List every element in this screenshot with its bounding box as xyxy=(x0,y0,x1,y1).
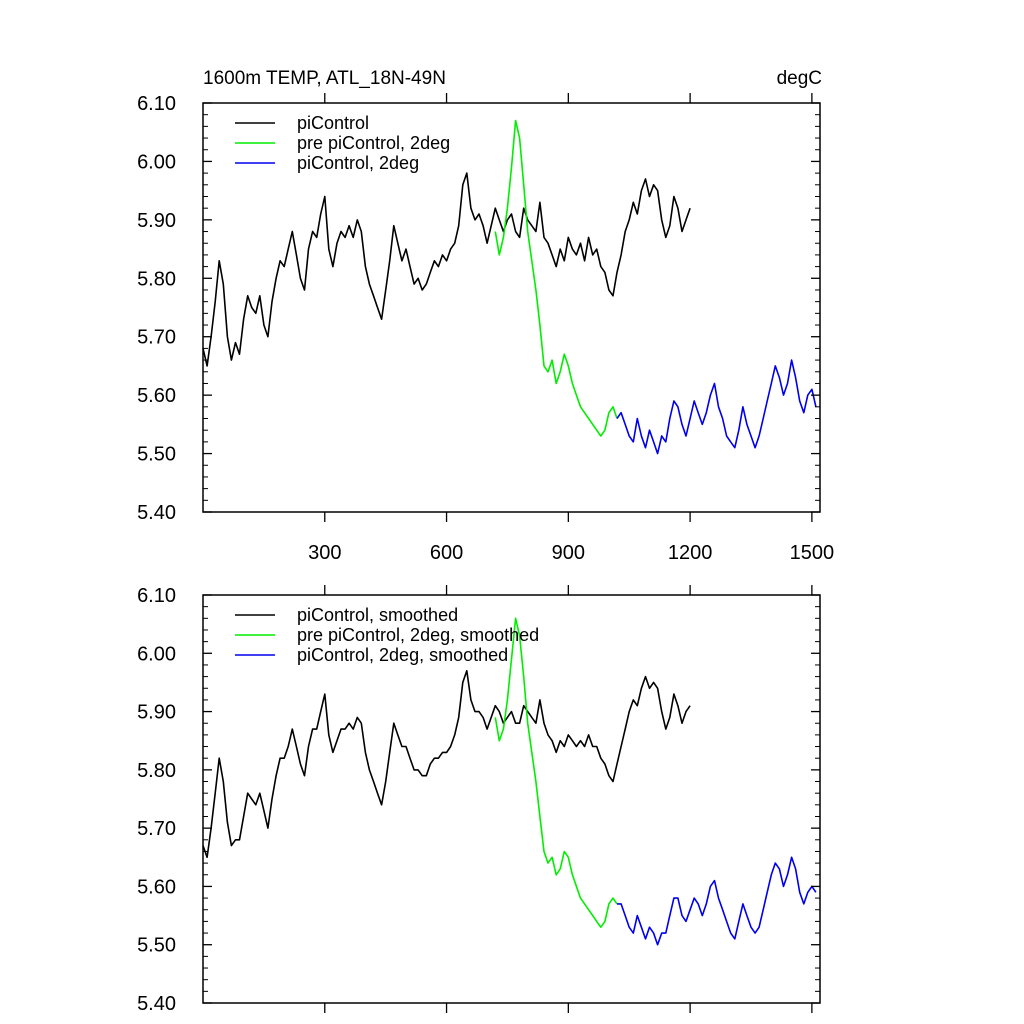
top-ytick-label: 5.60 xyxy=(137,385,176,407)
top-ytick-label: 5.80 xyxy=(137,268,176,290)
bottom-ytick-label: 5.70 xyxy=(137,818,176,840)
bottom-ytick-label: 6.10 xyxy=(137,585,176,607)
top-series-group xyxy=(202,119,817,455)
bottom-legend-label-2: piControl, 2deg, smoothed xyxy=(297,645,508,665)
top-xtick-label: 1200 xyxy=(668,542,713,564)
bottom-legend-label-1: pre piControl, 2deg, smoothed xyxy=(297,625,539,645)
bottom-series-line-0 xyxy=(202,669,691,859)
bottom-ytick-label: 5.40 xyxy=(137,993,176,1015)
top-xtick-label: 600 xyxy=(430,542,463,564)
bottom-plot-frame xyxy=(202,594,821,1004)
top-ytick-label: 5.90 xyxy=(137,210,176,232)
top-legend-label-1: pre piControl, 2deg xyxy=(297,133,450,153)
bottom-legend-label-0: piControl, smoothed xyxy=(297,605,458,625)
bottom-ytick-label: 5.80 xyxy=(137,760,176,782)
top-series-line-0 xyxy=(202,172,691,367)
top-panel: 5.40 5.50 5.60 5.70 5.80 5.90 6.00 6.10 300 600 90… xyxy=(137,93,834,564)
bottom-series-line-2 xyxy=(617,856,817,946)
top-xtick-label: 300 xyxy=(308,542,341,564)
top-ytick-label: 5.70 xyxy=(137,327,176,349)
bottom-ytick-label: 5.60 xyxy=(137,876,176,898)
top-axes-ticks: 5.40 5.50 5.60 5.70 5.80 5.90 6.00 6.10 300 600 90… xyxy=(137,93,834,564)
bottom-ytick-label: 6.00 xyxy=(137,643,176,665)
top-plot-frame xyxy=(202,102,821,513)
bottom-ytick-label: 5.50 xyxy=(137,935,176,957)
top-series-line-1 xyxy=(494,119,618,437)
top-xtick-label: 1500 xyxy=(790,542,835,564)
bottom-panel: 5.40 5.50 5.60 5.70 5.80 5.90 6.00 6.10 piContr… xyxy=(137,585,821,1015)
bottom-ytick-label: 5.90 xyxy=(137,702,176,724)
bottom-series-group xyxy=(202,617,817,946)
top-ytick-label: 5.40 xyxy=(137,502,176,524)
top-legend-label-2: piControl, 2deg xyxy=(297,153,419,173)
top-legend-label-0: piControl xyxy=(297,113,369,133)
top-series-line-2 xyxy=(616,359,817,455)
bottom-axes-ticks: 5.40 5.50 5.60 5.70 5.80 5.90 6.00 6.10 xyxy=(137,585,820,1015)
top-xtick-label: 900 xyxy=(552,542,585,564)
chart-title: 1600m TEMP, ATL_18N-49N xyxy=(203,68,446,89)
top-ytick-label: 6.00 xyxy=(137,151,176,173)
top-ytick-label: 6.10 xyxy=(137,93,176,115)
bottom-series-line-1 xyxy=(494,617,618,929)
units-label: degC xyxy=(777,68,822,89)
top-ytick-label: 5.50 xyxy=(137,444,176,466)
